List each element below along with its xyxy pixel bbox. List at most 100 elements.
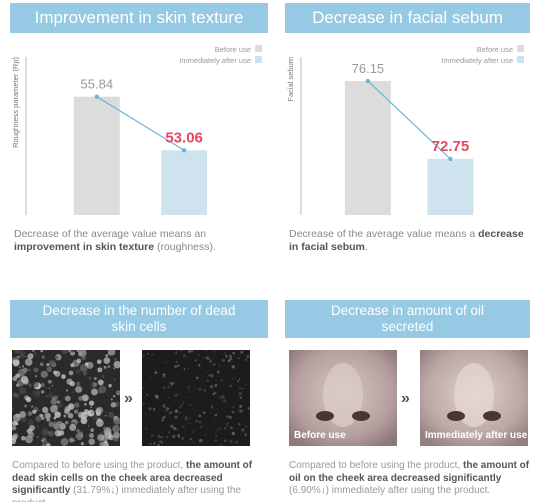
texture xyxy=(188,422,190,425)
texture xyxy=(113,417,120,425)
texture xyxy=(142,386,144,389)
panel-title: Decrease in the number of dead skin cell… xyxy=(10,300,268,338)
texture xyxy=(228,415,232,419)
y-axis-label: Roughness parameter (Rp) xyxy=(11,57,20,148)
texture xyxy=(195,376,199,380)
texture xyxy=(14,350,22,354)
desc-emphasis: the amount of oil on the cheek area decr… xyxy=(289,460,530,484)
texture xyxy=(48,421,54,428)
texture xyxy=(41,355,46,359)
texture xyxy=(238,423,241,426)
texture xyxy=(107,365,111,368)
texture xyxy=(176,428,179,431)
texture xyxy=(157,434,161,438)
panel-description: Compared to before using the product, th… xyxy=(12,460,274,502)
texture xyxy=(221,359,225,363)
texture xyxy=(175,351,178,355)
texture xyxy=(97,367,103,373)
texture xyxy=(21,436,26,441)
texture xyxy=(93,377,97,380)
texture xyxy=(63,398,65,400)
value-label: 53.06 xyxy=(165,129,203,146)
texture xyxy=(104,414,107,417)
legend-label: Before use xyxy=(215,45,251,54)
texture xyxy=(76,432,79,435)
texture xyxy=(87,425,89,427)
texture xyxy=(27,419,34,426)
texture xyxy=(154,394,158,398)
texture xyxy=(168,431,170,433)
texture xyxy=(12,359,20,367)
texture xyxy=(35,415,42,422)
texture xyxy=(108,352,110,355)
texture xyxy=(24,355,26,358)
texture xyxy=(41,439,44,442)
texture xyxy=(228,357,233,361)
texture xyxy=(214,392,217,394)
texture xyxy=(145,432,147,434)
texture xyxy=(91,388,98,396)
texture xyxy=(212,358,214,360)
texture xyxy=(149,377,152,379)
legend-swatch xyxy=(517,45,524,52)
texture xyxy=(73,409,79,414)
texture xyxy=(232,378,234,380)
texture xyxy=(209,385,213,389)
texture xyxy=(213,419,215,421)
texture xyxy=(213,351,215,353)
texture xyxy=(226,424,229,427)
texture xyxy=(40,383,45,387)
texture xyxy=(212,392,215,395)
texture xyxy=(149,442,152,446)
texture xyxy=(161,419,164,422)
texture xyxy=(165,435,169,439)
texture xyxy=(203,389,207,392)
note-emphasis: decrease in facial sebum xyxy=(289,228,524,253)
note-text: (roughness). xyxy=(154,241,216,253)
texture xyxy=(223,427,227,430)
texture xyxy=(210,373,214,378)
texture xyxy=(103,365,107,369)
texture xyxy=(168,396,171,399)
texture xyxy=(244,384,247,386)
texture xyxy=(208,358,211,361)
texture xyxy=(60,437,69,446)
texture xyxy=(188,386,190,388)
texture xyxy=(95,419,104,427)
texture xyxy=(45,350,47,351)
texture xyxy=(202,406,204,408)
texture xyxy=(22,378,29,385)
texture xyxy=(190,350,194,353)
texture xyxy=(183,368,186,370)
texture xyxy=(110,402,117,408)
desc-text: (6.90%↓) immediately after using the pro… xyxy=(289,485,491,496)
texture xyxy=(88,400,95,406)
texture xyxy=(18,387,27,395)
texture xyxy=(244,424,248,428)
texture xyxy=(220,379,223,382)
texture xyxy=(78,351,83,356)
texture xyxy=(189,364,191,366)
texture xyxy=(15,422,19,426)
texture xyxy=(82,371,87,376)
texture xyxy=(76,358,82,364)
texture xyxy=(69,424,77,432)
texture xyxy=(187,356,189,358)
texture xyxy=(74,402,80,408)
texture xyxy=(48,360,56,367)
texture xyxy=(51,385,54,387)
texture xyxy=(180,404,183,407)
note-text: Decrease of the average value means an xyxy=(14,228,207,240)
texture xyxy=(189,404,192,407)
texture xyxy=(69,437,75,443)
texture xyxy=(72,391,74,393)
texture xyxy=(29,372,32,374)
legend-label: Before use xyxy=(477,45,513,54)
bar xyxy=(161,150,208,215)
texture xyxy=(244,432,248,437)
texture xyxy=(20,416,27,423)
texture xyxy=(142,402,145,405)
texture xyxy=(175,360,178,363)
desc-text: Compared to before using the product, xyxy=(12,460,186,471)
